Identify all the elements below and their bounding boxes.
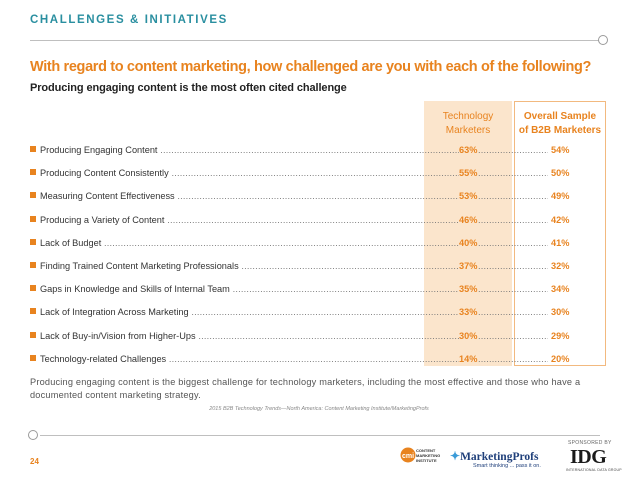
leader-dots bbox=[478, 352, 548, 366]
idg-tagline: INTERNATIONAL DATA GROUP bbox=[566, 468, 622, 472]
tech-value: 14% bbox=[459, 351, 478, 366]
challenge-label: Finding Trained Content Marketing Profes… bbox=[40, 259, 460, 273]
tech-value: 37% bbox=[459, 259, 478, 273]
bird-icon: ✦ bbox=[450, 449, 461, 463]
source-citation: 2015 B2B Technology Trends—North America… bbox=[209, 406, 429, 412]
cmi-logo-icon: cmi bbox=[400, 447, 416, 468]
overall-value: 41% bbox=[551, 237, 570, 248]
chart-subtitle: Producing engaging content is the most o… bbox=[30, 82, 347, 94]
row-bullet bbox=[30, 285, 36, 292]
challenge-row: Lack of Budget40% 41% bbox=[30, 235, 580, 250]
page-number: 24 bbox=[30, 457, 39, 466]
overall-value: 42% bbox=[551, 214, 570, 225]
challenge-label: Producing a Variety of Content bbox=[40, 213, 460, 227]
leader-dots bbox=[478, 236, 548, 250]
row-bullet bbox=[30, 169, 36, 176]
challenge-label: Measuring Content Effectiveness bbox=[40, 189, 460, 203]
challenge-row: Gaps in Knowledge and Skills of Internal… bbox=[30, 282, 580, 297]
leader-dots bbox=[478, 166, 548, 180]
tech-column-header: Technology Marketers bbox=[442, 111, 494, 136]
bottom-divider bbox=[40, 435, 600, 436]
cmi-logo-text: CONTENT MARKETING INSTITUTE bbox=[416, 448, 441, 463]
row-bullet bbox=[30, 215, 36, 222]
tech-value: 33% bbox=[459, 305, 478, 320]
challenge-label: Producing Engaging Content bbox=[40, 143, 460, 157]
leader-dots bbox=[478, 329, 548, 343]
challenge-label: Lack of Integration Across Marketing bbox=[40, 305, 460, 319]
overall-value: 34% bbox=[551, 284, 570, 295]
leader-dots bbox=[478, 305, 548, 319]
question-title: With regard to content marketing, how ch… bbox=[30, 59, 591, 75]
overall-value: 50% bbox=[551, 168, 570, 179]
marketingprofs-tagline: Smart thinking ... pass it on. bbox=[473, 463, 541, 469]
leader-dots bbox=[478, 282, 548, 296]
leader-dots bbox=[478, 213, 548, 227]
challenge-row: Technology-related Challenges14% 20% bbox=[30, 351, 580, 366]
challenge-label: Technology-related Challenges bbox=[40, 352, 460, 366]
challenge-label: Lack of Buy-in/Vision from Higher-Ups bbox=[40, 329, 460, 343]
row-bullet bbox=[30, 192, 36, 199]
sponsored-by-label: SPONSORED BY bbox=[568, 440, 612, 446]
tech-value: 30% bbox=[459, 328, 478, 343]
challenge-row: Producing a Variety of Content46% 42% bbox=[30, 212, 580, 227]
challenge-row: Producing Engaging Content63% 54% bbox=[30, 143, 580, 157]
challenge-row: Lack of Integration Across Marketing33% 3… bbox=[30, 305, 580, 320]
leader-dots bbox=[478, 259, 548, 273]
overall-value: 32% bbox=[551, 261, 570, 271]
overall-column-frame bbox=[514, 101, 606, 366]
idg-logo: IDG bbox=[570, 446, 607, 468]
overall-value: 30% bbox=[551, 307, 570, 318]
row-bullet bbox=[30, 238, 36, 245]
svg-text:cmi: cmi bbox=[402, 453, 414, 460]
top-divider-dot bbox=[598, 35, 608, 45]
tech-value: 46% bbox=[459, 212, 478, 227]
challenge-row: Producing Content Consistently55% 50% bbox=[30, 166, 580, 181]
challenge-row: Finding Trained Content Marketing Profes… bbox=[30, 259, 580, 273]
overall-value: 29% bbox=[551, 330, 570, 341]
row-bullet bbox=[30, 262, 36, 268]
tech-value: 40% bbox=[459, 235, 478, 250]
tech-value: 63% bbox=[459, 143, 478, 157]
overall-value: 20% bbox=[551, 353, 570, 364]
row-bullet bbox=[30, 331, 36, 338]
leader-dots bbox=[478, 189, 548, 203]
challenge-label: Producing Content Consistently bbox=[40, 166, 460, 180]
challenge-label: Gaps in Knowledge and Skills of Internal… bbox=[40, 282, 460, 296]
row-bullet bbox=[30, 308, 36, 315]
leader-dots bbox=[478, 143, 548, 157]
tech-value: 53% bbox=[459, 189, 478, 204]
row-bullet bbox=[30, 146, 36, 152]
challenge-row: Measuring Content Effectiveness53% 49% bbox=[30, 189, 580, 204]
tech-column-bg bbox=[424, 101, 512, 366]
marketingprofs-logo: ✦MarketingProfs bbox=[450, 449, 539, 463]
tech-value: 55% bbox=[459, 166, 478, 181]
challenge-label: Lack of Budget bbox=[40, 236, 460, 250]
bottom-divider-dot bbox=[28, 430, 38, 440]
challenge-row: Lack of Buy-in/Vision from Higher-Ups30%… bbox=[30, 328, 580, 343]
tech-value: 35% bbox=[459, 282, 478, 297]
overall-value: 54% bbox=[551, 145, 570, 155]
top-divider bbox=[30, 40, 600, 41]
footnote: Producing engaging content is the bigges… bbox=[30, 377, 581, 400]
section-title: CHALLENGES & INITIATIVES bbox=[30, 14, 228, 26]
row-bullet bbox=[30, 354, 36, 361]
overall-value: 49% bbox=[551, 191, 570, 202]
overall-column-header: Overall Sample of B2B Marketers bbox=[518, 111, 602, 136]
